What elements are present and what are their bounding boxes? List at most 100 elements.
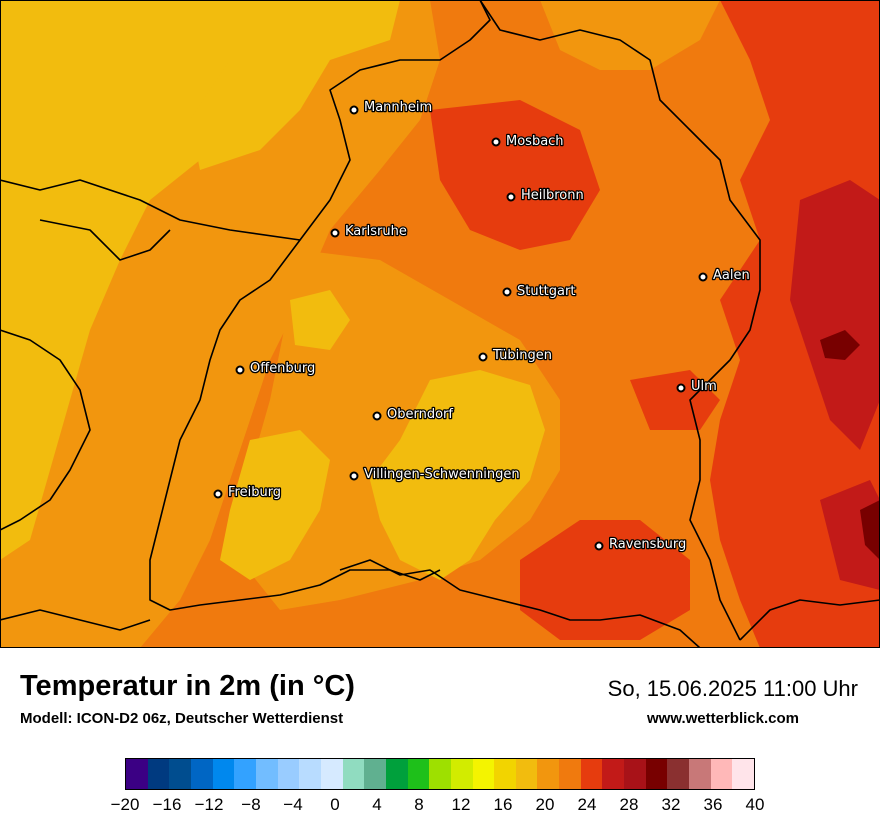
city-dot <box>478 352 488 362</box>
colorbar-segment <box>580 759 603 789</box>
city-oberndorf[interactable]: Oberndorf <box>372 406 455 423</box>
colorbar-segment <box>602 759 625 789</box>
colorbar-segment <box>472 759 495 789</box>
city-dot <box>349 105 359 115</box>
colorbar-segment <box>212 759 235 789</box>
country-border-france <box>149 239 441 611</box>
colorbar-tick-label: 4 <box>372 795 382 814</box>
region-border-south <box>0 609 151 631</box>
city-tuebingen[interactable]: Tübingen <box>478 347 553 364</box>
temp-field-26-east <box>710 0 880 648</box>
city-dot <box>698 272 708 282</box>
city-label: Freiburg <box>228 485 281 500</box>
colorbar-segment <box>385 759 408 789</box>
temp-field-30-2 <box>860 500 880 560</box>
website-link[interactable]: www.wetterblick.com <box>647 710 799 727</box>
colorbar-segment <box>277 759 300 789</box>
city-label: Tübingen <box>492 348 552 363</box>
colorbar-segment <box>147 759 170 789</box>
city-dot <box>676 383 686 393</box>
temp-field-28 <box>790 180 880 450</box>
city-dot <box>372 411 382 421</box>
colorbar-segment <box>450 759 473 789</box>
colorbar-segment <box>515 759 538 789</box>
temp-field-26-neckar <box>430 100 600 250</box>
city-offenburg[interactable]: Offenburg <box>235 360 317 377</box>
colorbar-tick-label: 12 <box>451 795 471 814</box>
border-lines <box>0 0 880 648</box>
temp-field-26-ulm <box>630 370 720 430</box>
colorbar-tick-label: −4 <box>283 795 303 814</box>
city-heilbronn[interactable]: Heilbronn <box>506 187 585 204</box>
city-mosbach[interactable]: Mosbach <box>491 133 565 150</box>
forecast-datetime: So, 15.06.2025 11:00 Uhr <box>607 676 858 701</box>
colorbar-tick-label: 20 <box>535 795 555 814</box>
city-stuttgart[interactable]: Stuttgart <box>502 283 577 300</box>
temp-field-20-black-forest <box>220 430 330 580</box>
colorbar-segment <box>255 759 278 789</box>
city-label: Villingen-Schwenningen <box>364 467 520 482</box>
country-border-austria <box>739 599 880 641</box>
colorbar-tick-label: 0 <box>330 795 340 814</box>
temp-field-20-nw <box>190 0 400 170</box>
city-dot <box>594 541 604 551</box>
colorbar-tick-label: 28 <box>619 795 639 814</box>
colorbar-segment <box>667 759 690 789</box>
temp-field-20-spot <box>290 290 350 350</box>
colorbar-tick-label: −20 <box>110 795 140 814</box>
region-border-west-2 <box>39 219 171 261</box>
city-ravensburg[interactable]: Ravensburg <box>594 536 688 553</box>
city-label: Oberndorf <box>387 407 453 422</box>
city-label: Ulm <box>691 379 717 394</box>
colorbar-segment <box>689 759 711 789</box>
city-label: Mosbach <box>506 134 564 149</box>
city-ulm[interactable]: Ulm <box>676 378 718 395</box>
colorbar-segment <box>407 759 430 789</box>
city-villingen-schwenningen[interactable]: Villingen-Schwenningen <box>349 466 521 483</box>
colorbar-segment <box>299 759 321 789</box>
state-border <box>0 0 491 241</box>
city-freiburg[interactable]: Freiburg <box>213 484 282 501</box>
city-dot <box>235 365 245 375</box>
colorbar-segment <box>234 759 256 789</box>
city-label: Ravensburg <box>609 537 686 552</box>
temperature-map: Mannheim Mosbach Heilbronn Karlsruhe Aal… <box>0 0 880 648</box>
city-label: Heilbronn <box>521 188 584 203</box>
colorbar-tick-label: −16 <box>152 795 182 814</box>
city-dot <box>506 192 516 202</box>
city-dot <box>491 137 501 147</box>
city-mannheim[interactable]: Mannheim <box>349 99 433 116</box>
city-label: Offenburg <box>250 361 315 376</box>
temp-field-22-north <box>540 0 720 70</box>
city-dot <box>502 287 512 297</box>
colorbar-tick-label: 8 <box>414 795 424 814</box>
colorbar-segment <box>364 759 386 789</box>
colorbar-tick-label: 36 <box>703 795 723 814</box>
state-border-east <box>479 0 761 641</box>
colorbar-segment <box>169 759 191 789</box>
colorbar-segment <box>645 759 668 789</box>
model-info: Modell: ICON-D2 06z, Deutscher Wetterdie… <box>20 710 344 727</box>
colorbar-tick-label: 40 <box>745 795 765 814</box>
temperature-colorbar <box>125 758 755 790</box>
city-dot <box>330 228 340 238</box>
region-border-west <box>0 329 91 531</box>
temp-field-26-lake <box>520 520 690 640</box>
temp-field-20-center <box>370 370 545 580</box>
city-karlsruhe[interactable]: Karlsruhe <box>330 223 408 240</box>
city-dot <box>213 489 223 499</box>
colorbar-segment <box>494 759 516 789</box>
city-aalen[interactable]: Aalen <box>698 267 751 284</box>
city-label: Stuttgart <box>517 284 575 299</box>
colorbar-segment <box>126 759 148 789</box>
city-label: Mannheim <box>364 100 432 115</box>
colorbar-tick-label: 16 <box>493 795 513 814</box>
colorbar-segment <box>624 759 646 789</box>
colorbar-tick-label: 32 <box>661 795 681 814</box>
city-dot <box>349 471 359 481</box>
city-label: Karlsruhe <box>345 224 407 239</box>
country-border-switzerland <box>339 559 701 648</box>
colorbar-tick-label: −8 <box>241 795 261 814</box>
colorbar-segment <box>342 759 365 789</box>
colorbar-tick-label: 24 <box>577 795 597 814</box>
